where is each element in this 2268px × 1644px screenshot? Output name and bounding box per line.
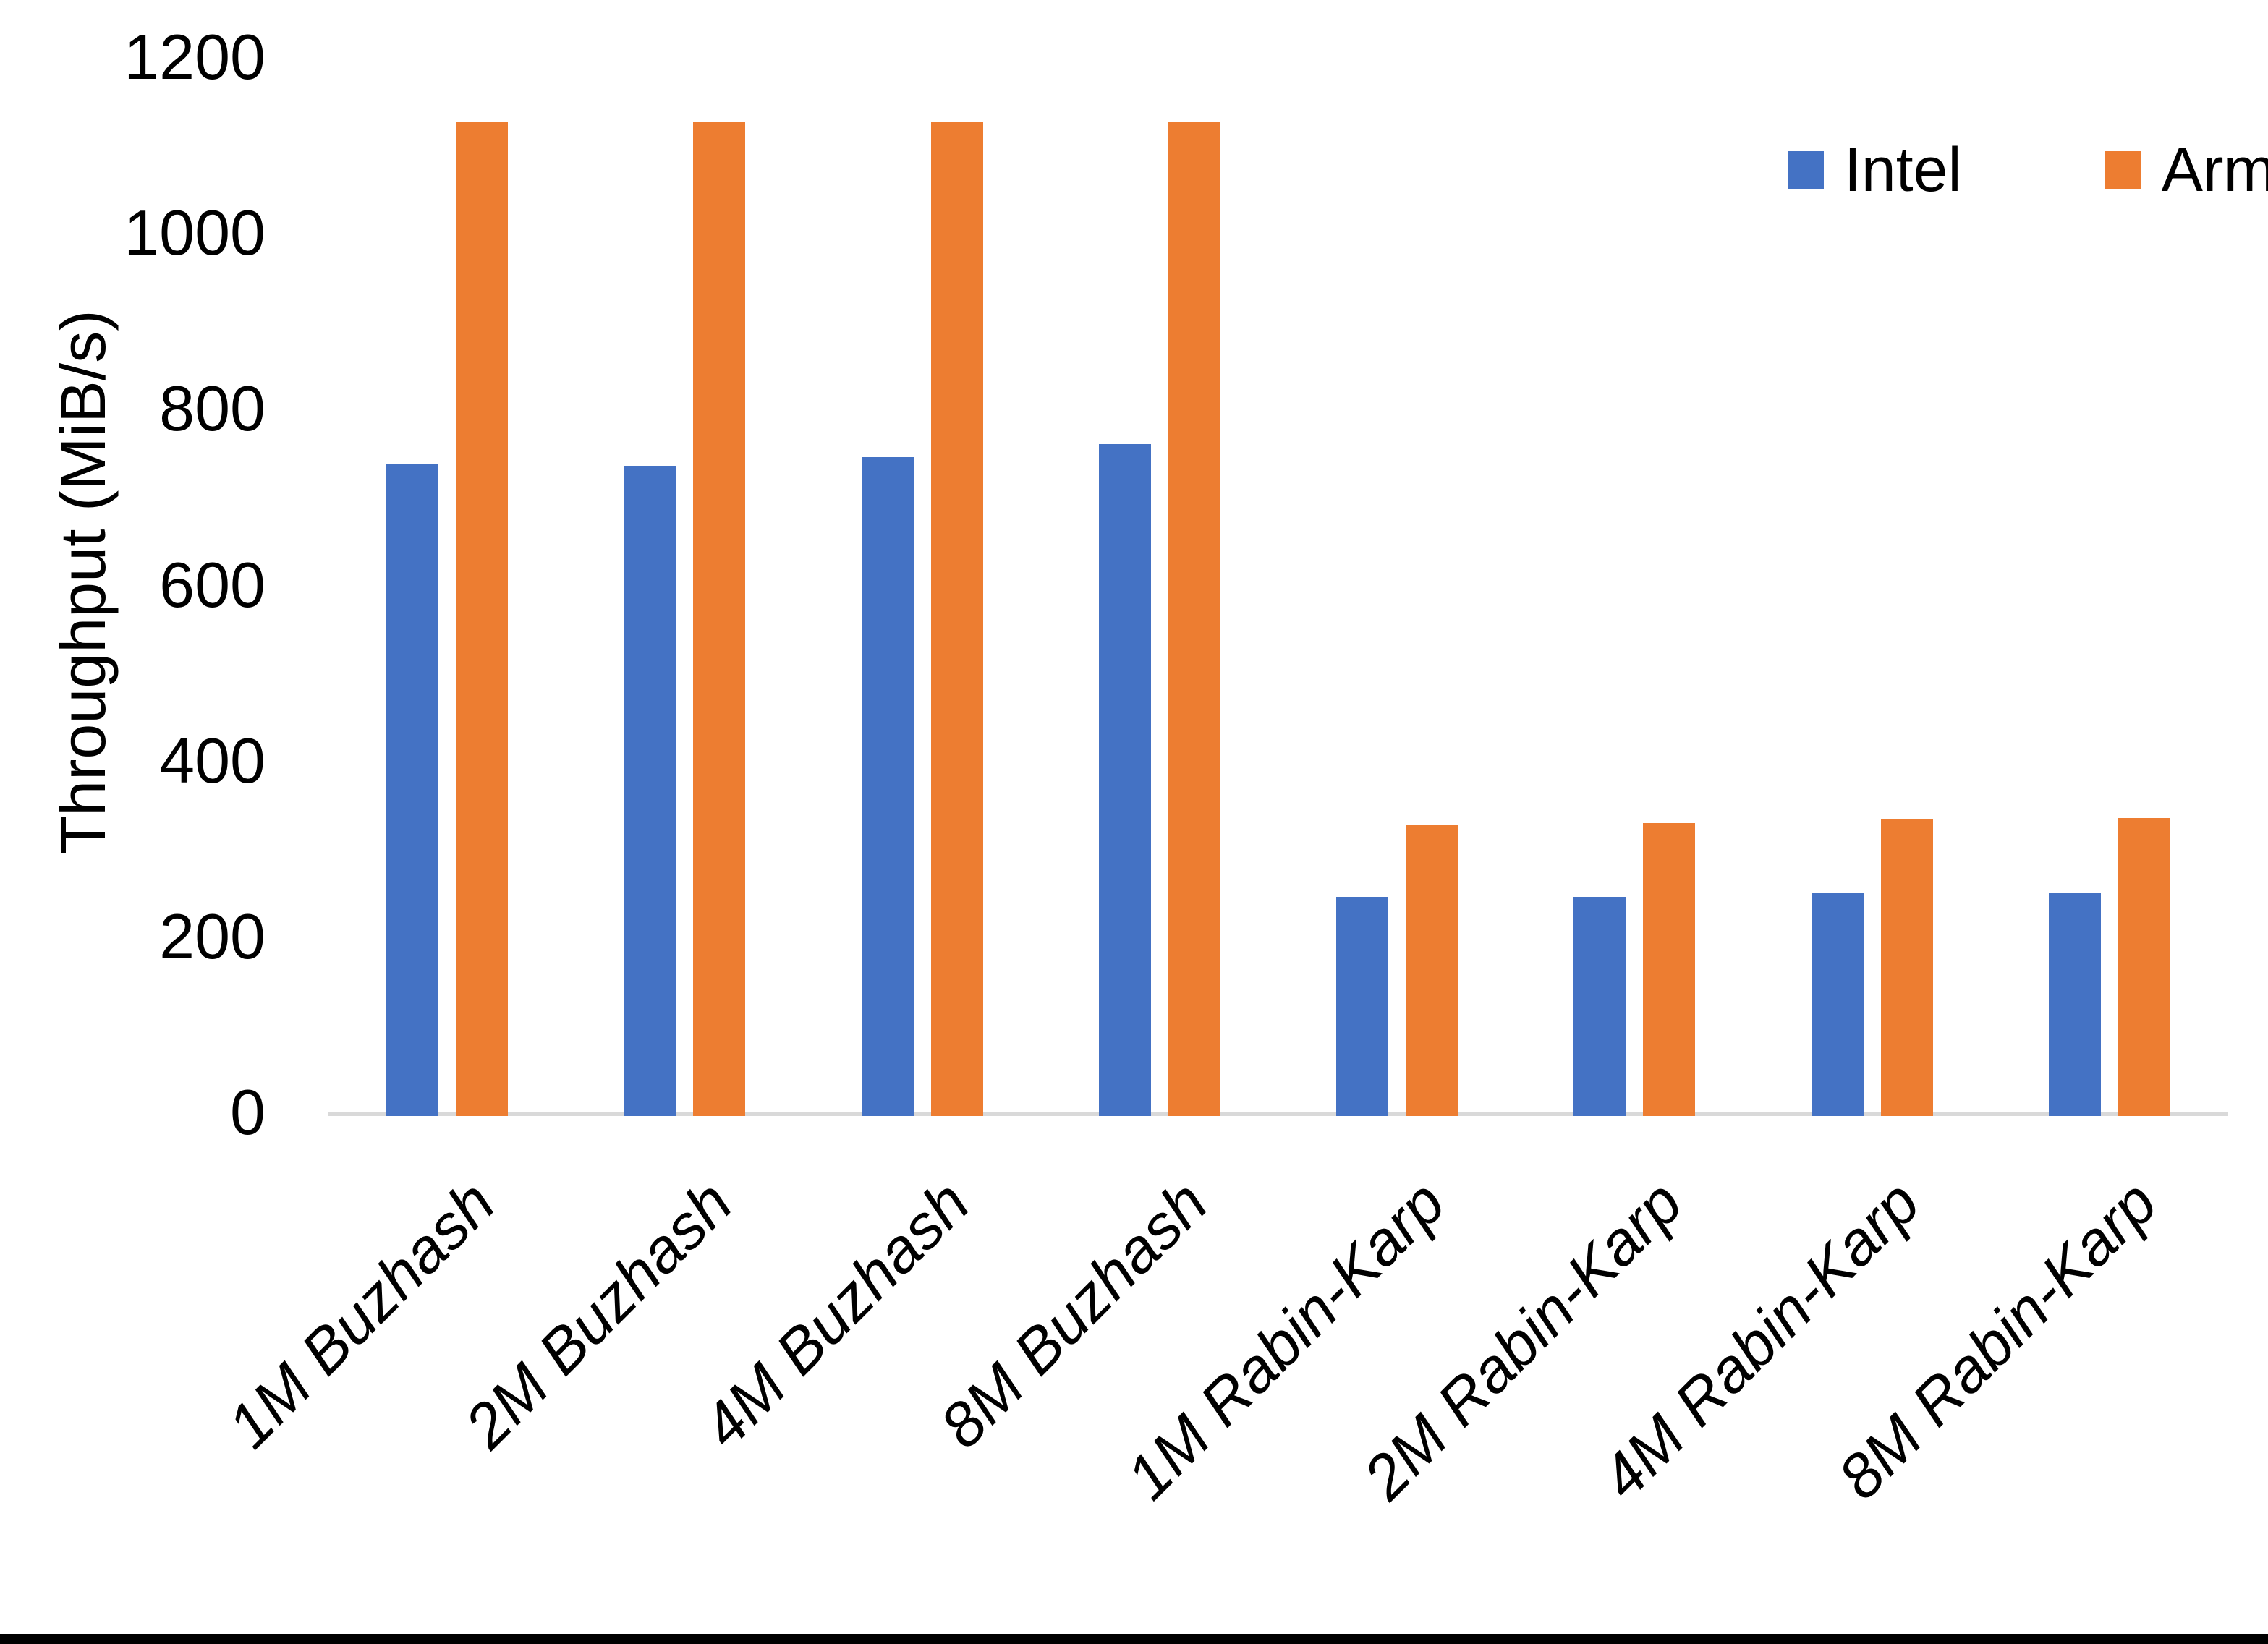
bar-arm-1M Buzhash	[456, 122, 508, 1116]
y-axis-title: Throughput (MiB/s)	[47, 310, 119, 855]
bar-intel-8M Buzhash	[1098, 443, 1151, 1116]
bar-intel-1M Buzhash	[386, 464, 438, 1116]
bar-intel-4M Rabin-Karp	[1811, 893, 1864, 1116]
bar-intel-1M Rabin-Karp	[1336, 897, 1388, 1116]
arm-legend-label: Arm	[2161, 135, 2268, 205]
intel-legend-swatch	[1788, 151, 1824, 189]
legend: Intel Arm	[1788, 139, 2268, 201]
bar-arm-1M Rabin-Karp	[1406, 825, 1458, 1116]
arm-legend-swatch	[2105, 151, 2141, 189]
bar-arm-2M Rabin-Karp	[1643, 822, 1696, 1116]
intel-legend-label: Intel	[1844, 135, 1962, 205]
bottom-border	[0, 1634, 2268, 1644]
y-tick-label: 800	[159, 372, 266, 445]
bar-arm-4M Buzhash	[930, 122, 983, 1116]
y-tick-label: 600	[159, 548, 266, 621]
x-axis-line	[328, 1112, 2228, 1116]
bar-arm-8M Rabin-Karp	[2118, 817, 2170, 1116]
bar-intel-2M Rabin-Karp	[1573, 897, 1626, 1116]
bar-arm-4M Rabin-Karp	[1880, 819, 1933, 1116]
y-tick-label: 1000	[124, 197, 266, 269]
y-tick-label: 400	[159, 724, 266, 796]
bar-intel-2M Buzhash	[624, 466, 676, 1116]
bar-arm-2M Buzhash	[693, 122, 746, 1116]
y-tick-label: 0	[230, 1076, 266, 1148]
y-tick-label: 1200	[124, 21, 266, 93]
bar-arm-8M Buzhash	[1168, 122, 1220, 1116]
bar-intel-8M Rabin-Karp	[2048, 893, 2101, 1116]
y-tick-label: 200	[159, 900, 266, 972]
bar-intel-4M Buzhash	[861, 457, 914, 1116]
